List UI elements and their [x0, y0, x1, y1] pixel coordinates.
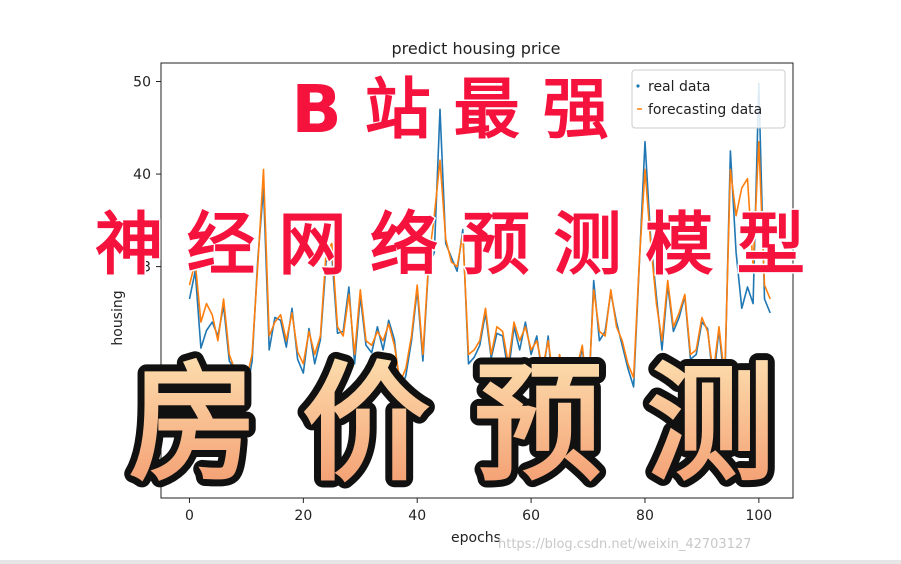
x-tick-label: 80	[636, 508, 654, 524]
legend: real data forecasting data	[631, 69, 786, 129]
watermark: https://blog.csdn.net/weixin_42703127	[498, 537, 752, 552]
y-axis-ticks: 3 40 50	[133, 75, 161, 276]
x-axis-label: epochs	[451, 530, 501, 546]
legend-marker-real	[636, 84, 640, 88]
chart-title: predict housing price	[391, 39, 560, 58]
x-tick-label: 60	[522, 508, 540, 524]
y-tick-label: 40	[133, 167, 151, 183]
overlay-heading-2: 神 经 网 络 预 测 模 型	[95, 206, 805, 285]
y-axis-label: housing	[110, 290, 126, 345]
x-tick-label: 40	[408, 508, 426, 524]
series-layer	[188, 82, 771, 413]
footer-divider	[0, 560, 901, 564]
series-line-forecasting-data	[188, 140, 771, 402]
series-line-real-data	[188, 82, 771, 413]
x-tick-label: 20	[294, 508, 312, 524]
x-tick-label: 100	[745, 508, 772, 524]
y-tick-label: 50	[133, 75, 151, 91]
plot-frame	[160, 62, 794, 499]
legend-label-forecast: forecasting data	[648, 102, 762, 118]
legend-box	[631, 69, 786, 129]
legend-label-real: real data	[648, 79, 711, 95]
overlay-heading-3: 房 价 预 测	[129, 350, 775, 499]
x-axis-ticks: 0 20 40 60 80 100	[185, 498, 772, 524]
x-tick-label: 0	[185, 508, 194, 524]
overlay-heading-1: B 站 最 强	[291, 71, 608, 148]
y-tick-label: 3	[142, 260, 151, 276]
